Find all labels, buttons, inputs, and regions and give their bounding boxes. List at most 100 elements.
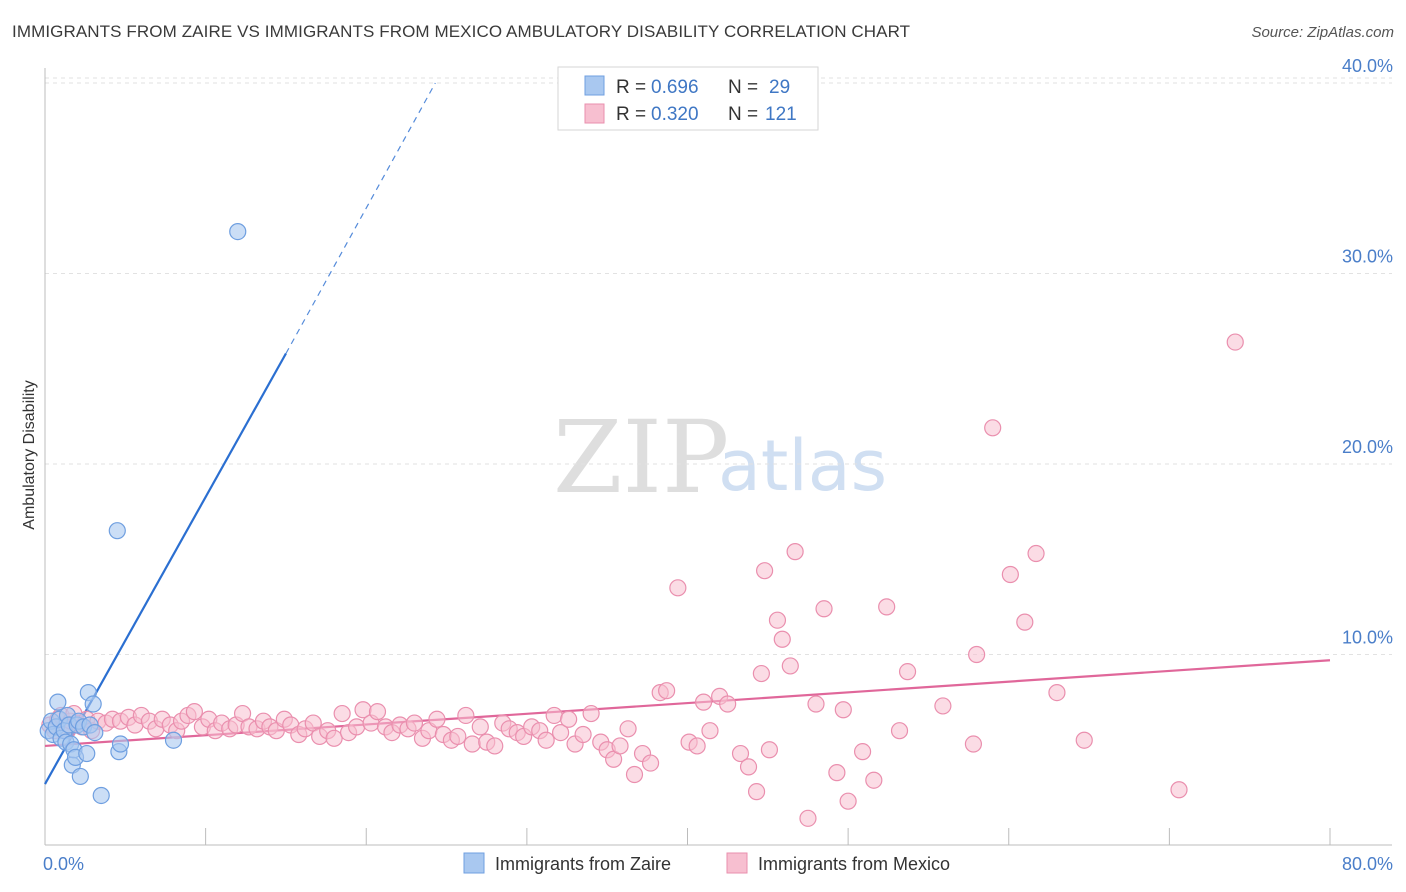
point-mexico-115 bbox=[865, 771, 883, 789]
point-mexico-81 bbox=[582, 704, 600, 723]
stats-legend: R = 0.696 N = 29 R = 0.320 N = 121 bbox=[557, 66, 819, 131]
point-mexico-114 bbox=[853, 743, 872, 761]
point-zaire-28 bbox=[164, 731, 183, 749]
bottom-legend-label-zaire: Immigrants from Zaire bbox=[495, 854, 671, 874]
point-zaire-24 bbox=[92, 786, 110, 805]
point-mexico-127 bbox=[898, 663, 917, 681]
point-mexico-80 bbox=[574, 725, 592, 744]
point-mexico-63 bbox=[449, 727, 467, 746]
point-zaire-17 bbox=[71, 767, 89, 786]
y-tick-label-20: 20.0% bbox=[1342, 437, 1393, 457]
point-mexico-128 bbox=[752, 664, 770, 683]
legend-n-value-mexico: 121 bbox=[765, 104, 797, 125]
point-mexico-120 bbox=[1001, 565, 1019, 584]
point-mexico-121 bbox=[1016, 613, 1034, 631]
series-mexico-points bbox=[41, 333, 1244, 827]
x-tick-label-80: 80.0% bbox=[1342, 854, 1393, 874]
point-mexico-125 bbox=[1170, 781, 1188, 799]
point-mexico-65 bbox=[463, 735, 481, 753]
y-axis-label: Ambulatory Disability bbox=[21, 380, 38, 529]
point-zaire-29 bbox=[229, 222, 247, 241]
point-mexico-78 bbox=[560, 710, 578, 728]
point-mexico-111 bbox=[828, 764, 846, 782]
point-mexico-47 bbox=[333, 704, 351, 723]
trend-line-zaire-extension bbox=[285, 82, 436, 354]
point-mexico-123 bbox=[1048, 683, 1066, 702]
point-mexico-76 bbox=[545, 706, 563, 725]
point-mexico-26 bbox=[185, 703, 203, 721]
legend-swatch-zaire bbox=[584, 75, 605, 96]
x-tick-label-0: 0.0% bbox=[43, 854, 84, 874]
point-mexico-92 bbox=[669, 579, 687, 597]
point-mexico-94 bbox=[688, 737, 706, 755]
point-mexico-66 bbox=[471, 718, 489, 736]
point-mexico-96 bbox=[701, 722, 719, 740]
point-mexico-46 bbox=[325, 729, 343, 747]
legend-r-value-zaire: 0.696 bbox=[651, 77, 699, 98]
point-mexico-108 bbox=[799, 809, 817, 827]
point-zaire-22 bbox=[84, 695, 102, 713]
point-mexico-68 bbox=[486, 737, 504, 755]
series-zaire-points bbox=[39, 222, 247, 805]
point-mexico-91 bbox=[658, 682, 676, 700]
tick-labels: 10.0% 20.0% 30.0% 40.0% 0.0% 80.0% bbox=[43, 56, 1393, 874]
point-mexico-77 bbox=[552, 724, 570, 742]
y-tick-label-40: 40.0% bbox=[1342, 56, 1393, 76]
point-mexico-49 bbox=[348, 718, 366, 736]
point-mexico-109 bbox=[807, 695, 825, 713]
point-mexico-100 bbox=[739, 758, 758, 776]
point-mexico-87 bbox=[625, 765, 644, 784]
point-mexico-105 bbox=[773, 630, 791, 648]
point-mexico-103 bbox=[760, 741, 779, 759]
point-mexico-102 bbox=[755, 562, 774, 580]
point-zaire-4 bbox=[49, 693, 67, 711]
point-mexico-119 bbox=[964, 735, 983, 753]
point-mexico-122 bbox=[1027, 544, 1045, 563]
point-mexico-118 bbox=[934, 697, 952, 715]
watermark-zip: ZIP bbox=[553, 399, 729, 516]
point-mexico-64 bbox=[457, 706, 475, 725]
legend-swatch-mexico bbox=[584, 103, 605, 124]
legend-r-label-mexico: R = bbox=[616, 104, 646, 125]
point-mexico-110 bbox=[815, 600, 833, 618]
point-mexico-116 bbox=[878, 598, 896, 616]
point-mexico-89 bbox=[641, 754, 660, 772]
point-mexico-117 bbox=[890, 722, 909, 740]
point-mexico-124 bbox=[1075, 731, 1093, 749]
point-mexico-107 bbox=[786, 543, 804, 561]
point-mexico-57 bbox=[405, 714, 424, 732]
y-tick-label-30: 30.0% bbox=[1342, 247, 1393, 267]
bottom-legend-swatch-zaire bbox=[463, 852, 485, 874]
legend-r-value-mexico: 0.320 bbox=[651, 104, 699, 125]
y-tick-label-10: 10.0% bbox=[1342, 628, 1393, 648]
point-mexico-101 bbox=[747, 783, 766, 801]
point-mexico-86 bbox=[619, 720, 637, 738]
point-zaire-23 bbox=[86, 724, 104, 742]
source-label: Source: ZipAtlas.com bbox=[1251, 24, 1394, 41]
point-zaire-19 bbox=[78, 744, 96, 763]
point-mexico-60 bbox=[428, 710, 446, 728]
legend-n-label-mexico: N = bbox=[728, 104, 758, 125]
chart-title: IMMIGRANTS FROM ZAIRE VS IMMIGRANTS FROM… bbox=[12, 22, 911, 41]
point-mexico-95 bbox=[694, 693, 713, 711]
point-mexico-104 bbox=[768, 611, 787, 629]
point-mexico-85 bbox=[611, 737, 629, 755]
point-mexico-126 bbox=[968, 645, 986, 664]
point-mexico-130 bbox=[1226, 333, 1244, 351]
bottom-legend-swatch-mexico bbox=[726, 852, 748, 874]
point-zaire-25 bbox=[108, 522, 126, 540]
point-mexico-106 bbox=[781, 657, 799, 675]
point-mexico-52 bbox=[368, 703, 387, 721]
watermark-atlas: atlas bbox=[718, 425, 887, 507]
series-legend: Immigrants from Zaire Immigrants from Me… bbox=[463, 852, 950, 874]
point-zaire-27 bbox=[111, 735, 130, 753]
point-mexico-112 bbox=[834, 701, 852, 719]
bottom-legend-label-mexico: Immigrants from Mexico bbox=[758, 854, 950, 874]
grid-lines bbox=[45, 77, 1392, 655]
point-mexico-99 bbox=[731, 744, 750, 763]
legend-n-value-zaire: 29 bbox=[769, 77, 790, 98]
point-mexico-75 bbox=[537, 731, 555, 749]
legend-r-label-zaire: R = bbox=[616, 77, 646, 98]
point-mexico-129 bbox=[984, 419, 1002, 437]
